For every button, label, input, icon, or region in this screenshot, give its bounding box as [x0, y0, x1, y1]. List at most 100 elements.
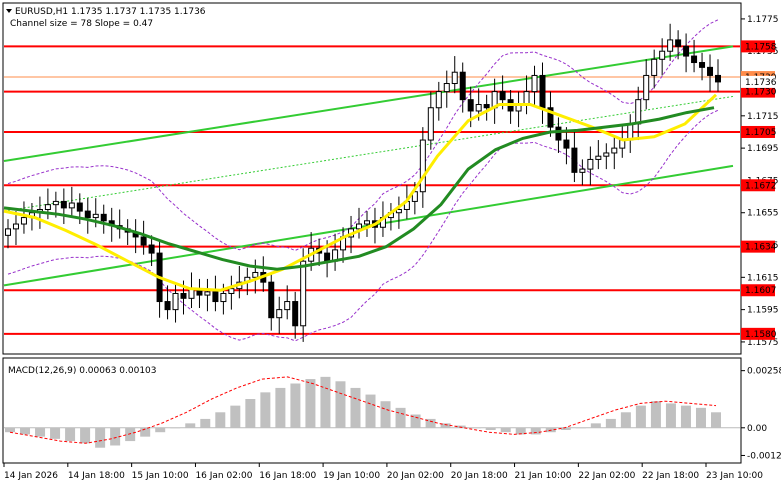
- candle-body: [523, 91, 530, 106]
- macd-histogram-bar: [605, 418, 616, 428]
- macd-histogram-bar: [290, 383, 301, 428]
- candle-body: [451, 71, 458, 85]
- candle-body: [52, 200, 59, 206]
- time-tick-label: 23 Jan 10:00: [706, 471, 763, 481]
- price-tick-label: 1.1575: [747, 338, 779, 348]
- level-price-tag-label: 1.1634: [745, 243, 777, 253]
- price-tick-label: 1.1615: [747, 273, 779, 283]
- macd-histogram-bar: [35, 427, 46, 437]
- channel-upper-line: [3, 45, 734, 163]
- macd-histogram-bar: [500, 427, 511, 433]
- candle-body: [324, 252, 331, 262]
- macd-histogram-bar: [170, 427, 181, 429]
- price-tick-label: 1.1655: [747, 209, 779, 219]
- macd-histogram-bar: [335, 381, 346, 428]
- macd-histogram-bar: [425, 418, 436, 428]
- candle-body: [539, 74, 546, 109]
- candle-body: [611, 147, 618, 154]
- macd-histogram-bar: [711, 412, 721, 428]
- candle-body: [419, 139, 426, 193]
- candle-body: [411, 191, 418, 202]
- candle-body: [499, 91, 506, 101]
- candle-body: [459, 71, 466, 101]
- level-price-tag-box: [741, 327, 775, 340]
- candle-body: [435, 91, 442, 109]
- price-tags: 1.17391.17581.17301.17051.16721.16341.16…: [741, 40, 777, 340]
- macd-histogram-bar: [410, 414, 421, 428]
- candle-body: [483, 104, 490, 109]
- candle-body: [571, 147, 578, 173]
- candle-body: [76, 202, 83, 212]
- dropdown-triangle-icon[interactable]: [6, 9, 12, 13]
- candle-body: [667, 39, 674, 52]
- macd-histogram-bar: [140, 427, 151, 437]
- candle-body: [228, 288, 235, 294]
- candle-body: [699, 62, 706, 68]
- candle-body: [651, 58, 658, 76]
- candle-body: [100, 213, 107, 222]
- level-price-tag-label: 1.1730: [745, 88, 777, 98]
- level-price-tag-label: 1.1607: [745, 286, 777, 296]
- candle-body: [395, 208, 402, 214]
- price-tick-label: 1.1595: [747, 306, 779, 316]
- macd-histogram-bar: [560, 427, 571, 430]
- level-price-tag-box: [741, 240, 775, 253]
- macd-histogram-bar: [635, 405, 646, 428]
- candle-body: [12, 223, 19, 230]
- level-price-tag-box: [741, 125, 775, 138]
- time-tick-label: 21 Jan 10:00: [515, 471, 572, 481]
- time-tick-label: 20 Jan 02:00: [387, 471, 444, 481]
- macd-histogram-bar: [455, 425, 466, 428]
- candle-body: [164, 301, 171, 311]
- candle-body: [268, 281, 275, 319]
- time-axis: 14 Jan 2026 14 Jan 18:00 15 Jan 10:00 16 Ja…: [3, 463, 763, 481]
- time-tick-label: 22 Jan 18:00: [642, 471, 699, 481]
- level-price-tag-label: 1.1758: [745, 42, 777, 52]
- macd-histogram-bar: [665, 403, 676, 428]
- candle-body: [276, 309, 283, 319]
- macd-histogram-bar: [50, 427, 61, 439]
- macd-histogram-bar: [650, 401, 661, 428]
- macd-histogram-bar: [260, 392, 271, 428]
- macd-histogram-bar: [5, 427, 15, 433]
- macd-histogram-bar: [65, 427, 76, 442]
- macd-histogram-bar: [125, 427, 136, 442]
- macd-histogram-bar: [620, 412, 631, 428]
- macd-histogram-bar: [680, 405, 691, 428]
- candle-body: [563, 139, 570, 149]
- macd-title: MACD(12,26,9) 0.00063 0.00103: [8, 366, 157, 376]
- macd-histogram-bar: [485, 427, 496, 430]
- macd-histogram-bar: [185, 423, 196, 428]
- macd-histogram-bar: [395, 407, 406, 428]
- level-price-tag-box: [741, 85, 775, 98]
- candle-body: [60, 200, 67, 209]
- candle-body: [635, 99, 642, 125]
- candle-body: [643, 74, 650, 101]
- candle-body: [212, 291, 219, 303]
- macd-histogram-bar: [365, 394, 376, 428]
- time-tick-label: 22 Jan 02:00: [578, 471, 635, 481]
- macd-tick-label: 0.00: [747, 424, 767, 434]
- candle-body: [363, 220, 370, 225]
- candle-body: [595, 155, 602, 160]
- candle-body: [292, 301, 299, 327]
- time-tick-label: 20 Jan 18:00: [451, 471, 508, 481]
- macd-histogram-bar: [515, 427, 526, 435]
- level-price-tag-label: 1.1580: [745, 330, 777, 340]
- candle-body: [220, 292, 227, 303]
- candle-body: [180, 292, 187, 299]
- macd-histogram-bar: [230, 405, 241, 428]
- macd-indicator: 0.00258 0.00 -0.00125: [4, 367, 781, 461]
- candle-body: [92, 213, 99, 219]
- candle-body: [84, 210, 91, 219]
- price-tick-label: 1.1715: [747, 112, 779, 122]
- candle-body: [587, 158, 594, 170]
- time-tick-label: 14 Jan 18:00: [68, 471, 125, 481]
- macd-histogram-bar: [110, 427, 121, 446]
- macd-histogram-bar: [275, 387, 286, 428]
- price-tick-label: 1.1775: [747, 15, 779, 25]
- envelope-upper-line: [7, 19, 719, 251]
- level-price-tag-box: [741, 284, 775, 297]
- candle-body: [172, 292, 179, 311]
